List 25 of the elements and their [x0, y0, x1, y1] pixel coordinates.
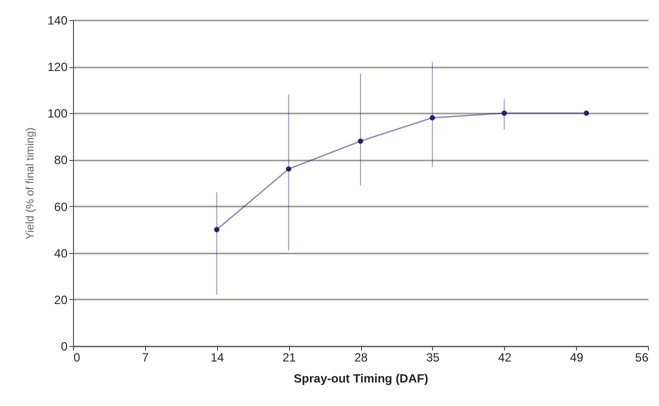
y-axis-title: Yield (% of final timing)	[24, 127, 36, 240]
y-tick-label: 120	[47, 60, 68, 74]
x-tick-label: 56	[635, 350, 649, 364]
x-tick-label: 7	[142, 350, 150, 364]
point	[358, 138, 364, 144]
point	[430, 115, 436, 120]
point	[584, 110, 590, 116]
y-tick-label: 100	[47, 106, 68, 121]
point	[286, 166, 292, 172]
y-tick-label: 60	[54, 200, 68, 214]
x-tick-label: 21	[282, 350, 296, 364]
point	[214, 226, 220, 232]
x-tick-label: 35	[426, 350, 440, 364]
x-axis-title: Spray-out Timing (DAF)	[294, 372, 428, 386]
x-tick-label: 14	[210, 350, 224, 364]
point	[502, 110, 507, 116]
x-tick-label: 28	[354, 350, 368, 364]
y-tick-label: 20	[54, 292, 68, 307]
x-tick-label: 42	[498, 350, 512, 364]
y-tick-label: 140	[47, 14, 68, 28]
y-tick-label: 80	[54, 153, 68, 168]
x-tick-label: 0	[74, 350, 80, 364]
x-tick-label: 49	[570, 350, 584, 364]
y-tick-label: 40	[54, 246, 68, 260]
y-tick-label: 0	[60, 340, 68, 354]
